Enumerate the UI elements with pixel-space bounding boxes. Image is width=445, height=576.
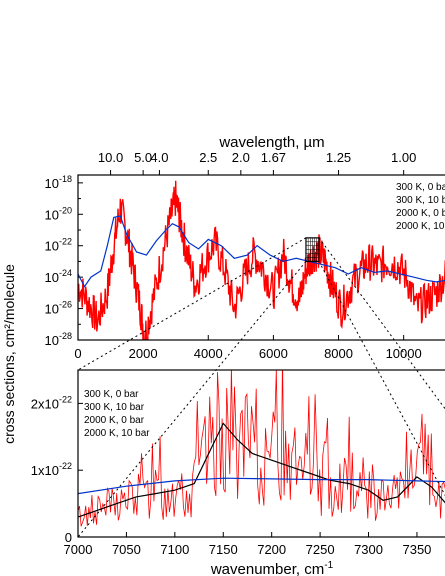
bottom-legend-entry: 2000 K, 10 bar	[84, 428, 150, 439]
top-legend-entry: 2000 K, 0 bar	[396, 208, 445, 219]
bottom-x-tick-label: 7300	[354, 542, 383, 557]
bottom-legend-entry: 2000 K, 0 bar	[84, 415, 145, 426]
bottom-plot-area	[78, 370, 445, 527]
top-plot-frame	[77, 174, 445, 341]
top-legend-entry: 300 K, 0 bar	[396, 182, 445, 193]
top-y-tick-label: 10-20	[45, 205, 72, 222]
bottom-x-tick-label: 7350	[402, 542, 431, 557]
top-wavelength-ticks: 10.0 5.04.0 2.5 2.0 1.67 1.25 1.00	[98, 150, 416, 175]
bottom-legend: 300 K, 0 bar 300 K, 10 bar 2000 K, 0 bar 20…	[84, 389, 150, 439]
top-wavelength-tick-label: 1.67	[261, 150, 286, 165]
top-series-2000K-10bar-line	[78, 215, 445, 288]
top-wavelength-tick-label: 10.0	[98, 150, 123, 165]
top-x-tick-label: 2000	[129, 346, 158, 361]
top-y-tick-label: 10-26	[45, 300, 72, 317]
top-wavelength-tick-label: 2.5	[199, 150, 217, 165]
zoom-connector-left-top	[77, 237, 307, 371]
bottom-x-tick-label: 7150	[209, 542, 238, 557]
top-x-tick-label: 8000	[324, 346, 353, 361]
bottom-series-300K-10bar-line	[78, 422, 445, 518]
bottom-x-axis-label: wavenumber, cm-1	[210, 560, 334, 576]
zoom-box	[305, 237, 320, 263]
bottom-x-tick-label: 7050	[112, 542, 141, 557]
top-wavelength-tick-label: 4.0	[150, 150, 168, 165]
top-plot-area	[78, 180, 445, 340]
top-legend: 300 K, 0 bar 300 K, 10 bar 2000 K, 0 bar 20…	[396, 182, 445, 232]
top-x-tick-label: 0	[74, 346, 81, 361]
top-x-tick-label: 6000	[259, 346, 288, 361]
top-wavelength-tick-label: 2.0	[232, 150, 250, 165]
top-series-group	[78, 180, 445, 340]
bottom-series-group	[78, 370, 445, 527]
bottom-y-ticks: 2x10-22 1x10-22 0	[31, 394, 83, 545]
bottom-y-tick-label: 2x10-22	[31, 394, 72, 411]
zoom-box-frame	[305, 237, 320, 263]
top-y-tick-label: 10-22	[45, 237, 72, 254]
bottom-y-tick-label: 1x10-22	[31, 461, 72, 478]
bottom-x-ticks: 7000 7050 7100 7150 7200 7250 7300 7350	[64, 532, 431, 557]
top-series-300K-0bar-line	[78, 180, 445, 340]
bottom-y-tick-label: 0	[65, 530, 72, 545]
top-x-ticks: 0 2000 4000 6000 8000 10000	[74, 335, 422, 361]
top-axis-title: wavelength, µm	[218, 134, 324, 151]
top-y-tick-label: 10-28	[45, 331, 72, 348]
bottom-x-tick-label: 7200	[257, 542, 286, 557]
bottom-x-tick-label: 7100	[160, 542, 189, 557]
top-wavelength-tick-label: 5.0	[134, 150, 152, 165]
top-y-ticks: 10-18 10-20 10-22 10-24 10-26 10-28	[45, 174, 83, 348]
top-y-tick-label: 10-24	[45, 268, 72, 285]
top-wavelength-tick-label: 1.00	[391, 150, 416, 165]
bottom-series-300K-0bar-line	[78, 370, 445, 527]
bottom-legend-entry: 300 K, 0 bar	[84, 389, 139, 400]
bottom-plot-frame	[77, 369, 445, 538]
bottom-x-tick-label: 7000	[64, 542, 93, 557]
bottom-series-2000K-10bar-line	[78, 477, 445, 495]
y-axis-label: cross sections, cm²/molecule	[1, 264, 17, 444]
zoom-connector-lines	[77, 237, 445, 538]
top-legend-entry: 2000 K, 10 bar	[396, 221, 445, 232]
zoom-connector-right-top	[318, 237, 445, 410]
top-y-tick-label: 10-18	[45, 174, 72, 191]
top-legend-entry: 300 K, 10 bar	[396, 195, 445, 206]
top-x-tick-label: 4000	[194, 346, 223, 361]
top-wavelength-tick-label: 1.25	[326, 150, 351, 165]
bottom-legend-entry: 300 K, 10 bar	[84, 402, 145, 413]
top-x-tick-label: 10000	[386, 346, 422, 361]
bottom-x-tick-label: 7250	[306, 542, 335, 557]
